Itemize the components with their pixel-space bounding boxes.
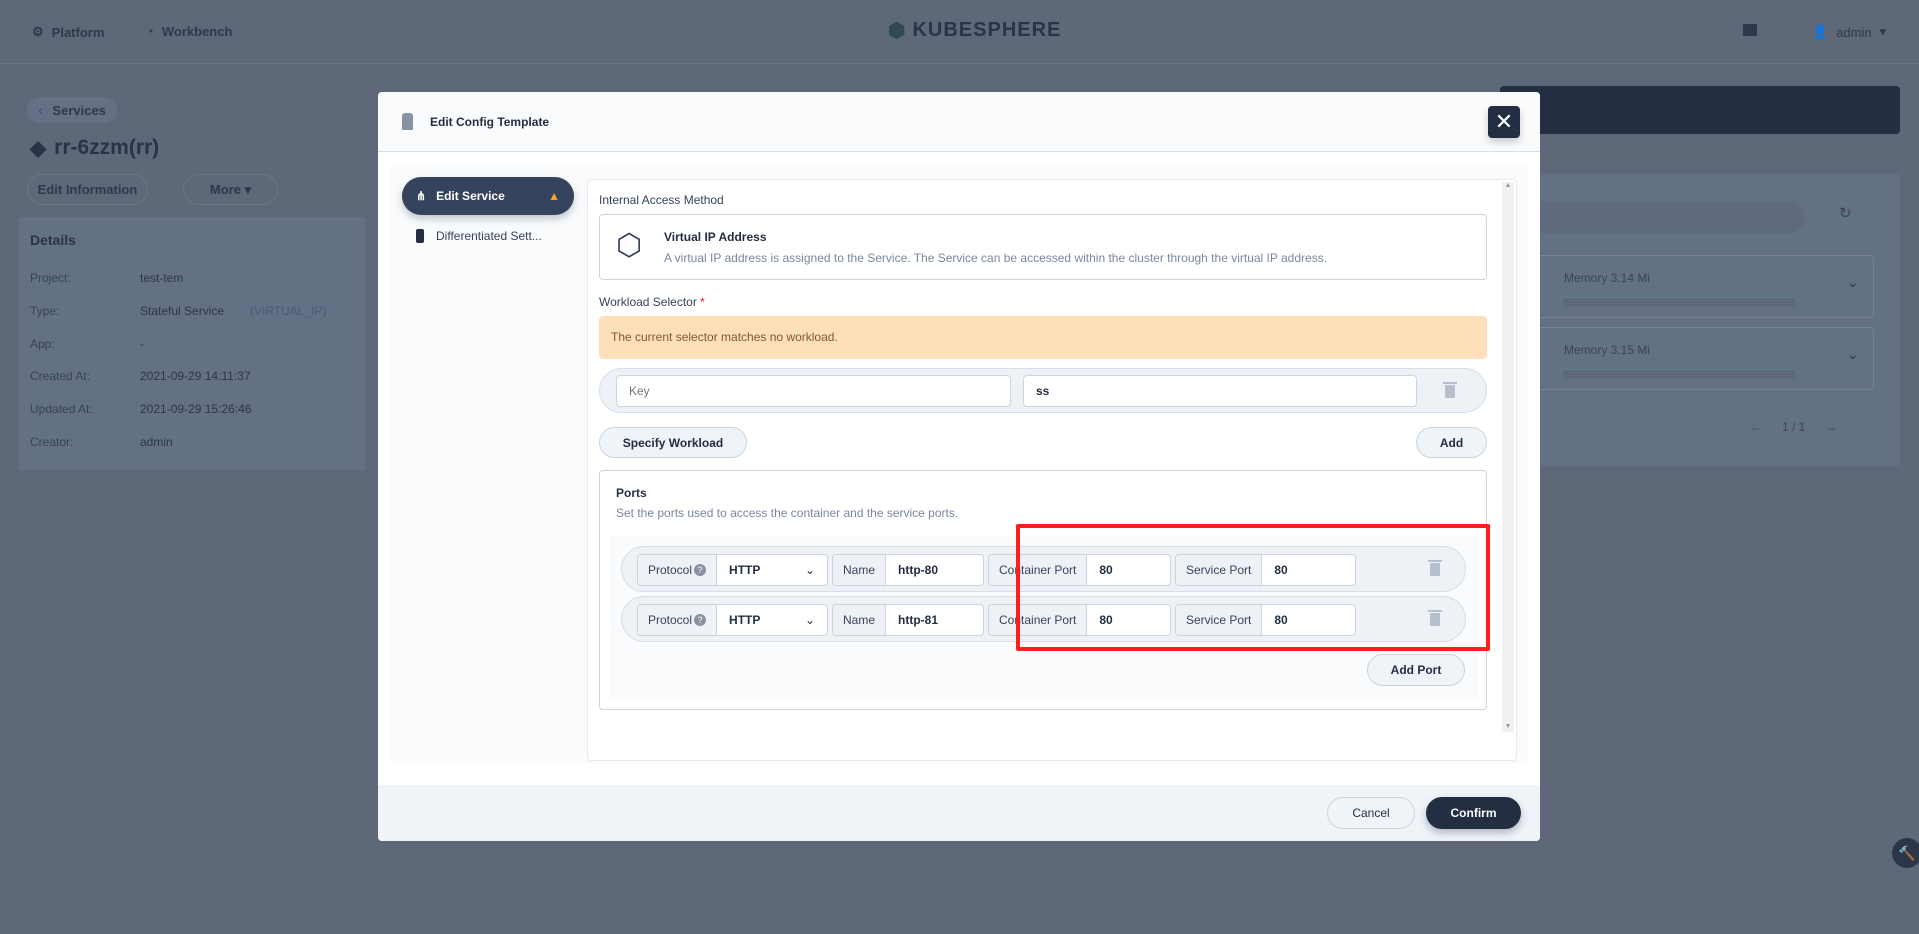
specify-workload-button[interactable]: Specify Workload [599,427,747,458]
access-title: Virtual IP Address [664,230,767,244]
dashboard-icon: ◔ [146,24,154,39]
trash-icon[interactable] [1428,560,1442,576]
template-icon [402,113,413,130]
detail-project: Project: test-tem [30,271,184,285]
detail-created: Created At: 2021-09-29 14:11:37 [30,369,251,383]
close-icon[interactable]: ✕ [1488,106,1520,138]
chevron-down-icon[interactable]: ⌄ [1847,346,1859,362]
add-port-button[interactable]: Add Port [1367,654,1465,686]
gear-icon: ⚙ [32,24,44,39]
selector-warning: The current selector matches no workload… [599,316,1487,359]
memory-bar [1563,369,1795,379]
prev-icon[interactable]: ← [1750,420,1762,434]
nav-platform[interactable]: ⚙ Platform [32,24,105,40]
layers-icon: ◆ [30,137,47,160]
selector-value-input[interactable]: ss [1023,375,1417,407]
search-bar[interactable] [1500,201,1805,233]
detail-updated: Updated At: 2021-09-29 15:26:46 [30,402,252,416]
memory-label: Memory 3.14 Mi [1564,271,1651,285]
chevron-down-icon: ⌄ [804,613,815,627]
scrollbar[interactable]: ▲ ▼ [1502,182,1514,732]
help-icon[interactable]: ? [694,614,707,626]
workload-selector-label: Workload Selector * [599,295,705,309]
top-bar: ⚙ Platform ◔ Workbench ⬢ KUBESPHERE 👤 admin ▾ [0,0,1919,64]
chevron-down-icon: ⌄ [804,563,815,577]
trash-icon[interactable] [1443,382,1457,398]
access-desc: A virtual IP address is assigned to the … [664,251,1328,265]
access-method-label: Internal Access Method [599,193,724,207]
pod-card: Memory 3.15 Mi ⌄ [1500,327,1874,390]
pods-panel: ↻ Memory 3.14 Mi ⌄ Memory 3.15 Mi ⌄ ← 1 /… [1500,174,1900,466]
file-icon [416,229,424,243]
port-name-input[interactable]: Name http-80 [832,554,984,586]
highlight-box [1016,524,1490,651]
detail-type: Type: Stateful Service (VIRTUAL_IP) [30,304,327,318]
user-menu[interactable]: 👤 admin ▾ [1812,24,1887,40]
details-panel: Details Project: test-tem Type: Stateful S… [18,217,366,470]
page-title: ◆ rr-6zzm(rr) [30,136,160,160]
edit-information-button[interactable]: Edit Information [27,174,148,205]
docs-icon[interactable] [1743,24,1757,36]
caret-down-icon: ▾ [1879,24,1887,39]
protocol-select[interactable]: Protocol? HTTP ⌄ [637,604,828,636]
user-icon: 👤 [1812,24,1829,39]
ports-title: Ports [616,486,647,500]
cancel-button[interactable]: Cancel [1327,797,1415,829]
virtual-ip-card[interactable]: ⬡ Virtual IP Address A virtual IP addres… [599,214,1487,280]
modal-header: Edit Config Template ✕ [378,92,1540,152]
next-icon[interactable]: → [1825,420,1838,434]
more-button[interactable]: More ▾ [183,174,278,205]
port-name-input[interactable]: Name http-81 [832,604,984,636]
protocol-select[interactable]: Protocol? HTTP ⌄ [637,554,828,586]
memory-bar [1563,297,1795,307]
add-selector-button[interactable]: Add [1416,427,1487,458]
confirm-button[interactable]: Confirm [1426,797,1521,829]
topology-icon: ⋔ [416,189,427,203]
memory-label: Memory 3.15 Mi [1564,343,1651,357]
nav-workbench[interactable]: ◔ Workbench [146,24,233,39]
ports-desc: Set the ports used to access the contain… [616,506,959,520]
refresh-icon[interactable]: ↻ [1839,205,1852,222]
pagination: ← 1 / 1 → [1750,420,1838,434]
chevron-down-icon[interactable]: ⌄ [1847,274,1859,290]
port-row: Protocol? HTTP ⌄ Name http-80 Container Por… [621,546,1466,592]
warning-icon: ▲ [548,189,560,203]
details-title: Details [30,232,76,248]
detail-app: App: - [30,337,144,351]
container-port-input[interactable]: Container Port 80 [988,554,1171,586]
header-banner [1500,86,1900,134]
nav-edit-service[interactable]: ⋔ Edit Service ▲ [402,177,574,215]
logo-icon: ⬢ [888,20,907,42]
service-port-input[interactable]: Service Port 80 [1175,604,1356,636]
tools-button[interactable]: 🔨 [1892,838,1919,868]
detail-creator: Creator: admin [30,435,173,449]
help-icon[interactable]: ? [694,564,707,576]
back-services[interactable]: ‹ Services [27,97,117,123]
chevron-left-icon: ‹ [38,102,43,118]
hexagon-icon: ⬡ [616,229,643,262]
modal-title: Edit Config Template [430,115,550,129]
logo[interactable]: ⬢ KUBESPHERE [888,19,1062,42]
nav-differentiated-settings[interactable]: Differentiated Sett... [416,229,542,243]
selector-key-input[interactable] [616,375,1011,407]
pod-card: Memory 3.14 Mi ⌄ [1500,255,1874,318]
service-port-input[interactable]: Service Port 80 [1175,554,1356,586]
trash-icon[interactable] [1428,610,1442,626]
